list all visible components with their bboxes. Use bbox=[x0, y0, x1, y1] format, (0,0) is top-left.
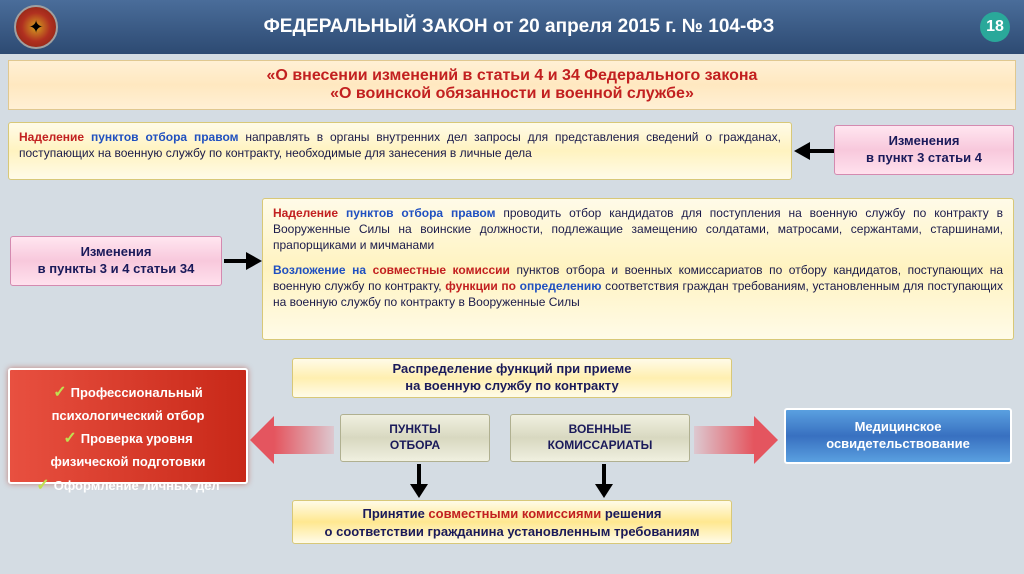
selection-tasks-box: ✓Профессиональный психологический отбор … bbox=[8, 368, 248, 484]
gradient-arrow-left bbox=[250, 416, 334, 464]
military-commissariats-box: ВОЕННЫЕ КОМИССАРИАТЫ bbox=[510, 414, 690, 462]
down-arrow-1 bbox=[410, 464, 428, 498]
medical-exam-box: Медицинское освидетельствование bbox=[784, 408, 1012, 464]
subtitle-band: «О внесении изменений в статьи 4 и 34 Фе… bbox=[8, 60, 1016, 110]
hl-blue: пунктов отбора правом bbox=[84, 130, 238, 144]
amendment-1-label: Изменения в пункт 3 статьи 4 bbox=[834, 125, 1014, 175]
subtitle-line2: «О воинской обязанности и военной службе… bbox=[9, 85, 1015, 103]
hl-blue: определению bbox=[520, 279, 602, 293]
gradient-arrow-right bbox=[694, 416, 778, 464]
subtitle-line1: «О внесении изменений в статьи 4 и 34 Фе… bbox=[9, 67, 1015, 85]
decision-footer: Принятие совместными комиссиями решения … bbox=[292, 500, 732, 544]
hl-red: Наделение bbox=[19, 130, 84, 144]
task-item-3: ✓Оформление личных дел bbox=[24, 473, 232, 499]
hl-red: Наделение bbox=[273, 206, 338, 220]
amendment-2-text: Наделение пунктов отбора правом проводит… bbox=[262, 198, 1014, 340]
distribution-header: Распределение функций при приеме на воен… bbox=[292, 358, 732, 398]
emblem-icon: ✦ bbox=[14, 5, 58, 49]
check-icon: ✓ bbox=[53, 384, 66, 401]
footer-red: совместными комиссиями bbox=[428, 506, 601, 521]
task-item-1: ✓Профессиональный психологический отбор bbox=[24, 380, 232, 426]
hl-red: функции по bbox=[445, 279, 519, 293]
amendment-1-text: Наделение пунктов отбора правом направля… bbox=[8, 122, 792, 180]
hl-red: совместные комиссии bbox=[373, 263, 510, 277]
down-arrow-2 bbox=[595, 464, 613, 498]
check-icon: ✓ bbox=[63, 430, 76, 447]
selection-points-box: ПУНКТЫ ОТБОРА bbox=[340, 414, 490, 462]
page-title: ФЕДЕРАЛЬНЫЙ ЗАКОН от 20 апреля 2015 г. №… bbox=[58, 16, 980, 38]
arrow-left-1 bbox=[794, 142, 834, 160]
arrow-right-1 bbox=[224, 252, 262, 270]
hl-blue: пунктов отбора правом bbox=[338, 206, 495, 220]
amendment-2-label: Изменения в пункты 3 и 4 статьи 34 bbox=[10, 236, 222, 286]
header-bar: ✦ ФЕДЕРАЛЬНЫЙ ЗАКОН от 20 апреля 2015 г.… bbox=[0, 0, 1024, 54]
check-icon: ✓ bbox=[36, 477, 49, 494]
footer-prefix: Принятие bbox=[363, 506, 429, 521]
hl-blue: Возложение на bbox=[273, 263, 373, 277]
task-item-2: ✓Проверка уровня физической подготовки bbox=[24, 426, 232, 472]
page-number-badge: 18 bbox=[980, 12, 1010, 42]
